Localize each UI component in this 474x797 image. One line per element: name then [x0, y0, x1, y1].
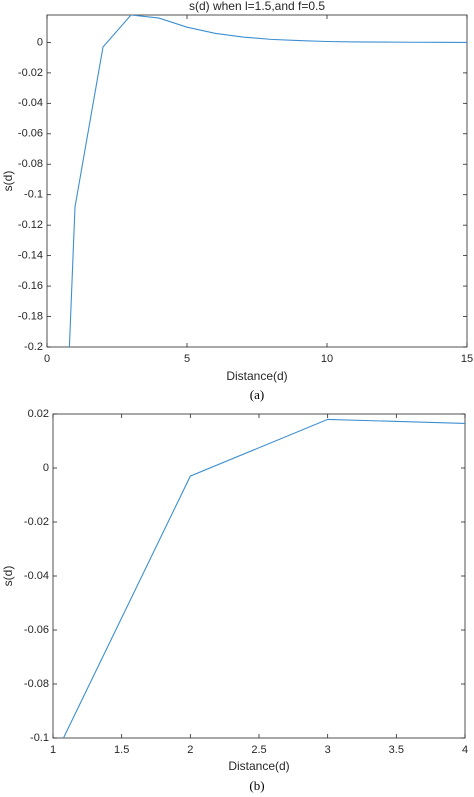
y-tick-label: 0 — [43, 462, 49, 474]
caption: (a) — [250, 387, 264, 402]
data-line — [62, 418, 465, 738]
y-tick-label: 0.02 — [28, 408, 49, 420]
y-tick-label: -0.08 — [18, 158, 43, 170]
plot-area — [46, 14, 468, 348]
y-tick-label: -0.12 — [18, 219, 43, 231]
y-tick-label: -0.04 — [24, 570, 49, 582]
y-axis-label: s(d) — [1, 171, 15, 192]
x-tick-label: 10 — [321, 353, 333, 365]
x-tick-label: 15 — [461, 353, 473, 365]
x-tick-label: 4 — [462, 744, 468, 756]
plot-area — [52, 413, 466, 739]
y-tick-label: -0.2 — [24, 341, 43, 353]
x-tick-label: 3 — [325, 744, 331, 756]
caption: (b) — [249, 778, 264, 793]
y-tick-label: -0.16 — [18, 280, 43, 292]
y-tick-label: -0.02 — [18, 67, 43, 79]
x-tick-label: 3.5 — [389, 744, 404, 756]
x-axis-label: Distance(d) — [226, 369, 287, 383]
x-tick-label: 1.5 — [114, 744, 129, 756]
y-tick-label: -0.18 — [18, 310, 43, 322]
y-tick-label: 0 — [37, 36, 43, 48]
y-tick-label: -0.14 — [18, 250, 43, 262]
x-tick-label: 1 — [50, 744, 56, 756]
x-tick-label: 0 — [44, 353, 50, 365]
x-tick-label: 2 — [187, 744, 193, 756]
y-axis-label: s(d) — [1, 566, 15, 587]
data-line — [68, 15, 467, 347]
y-tick-label: -0.08 — [24, 678, 49, 690]
chart-title: s(d) when l=1.5,and f=0.5 — [189, 0, 325, 13]
x-axis-label: Distance(d) — [228, 759, 289, 773]
y-tick-label: -0.1 — [24, 189, 43, 201]
y-tick-label: -0.06 — [24, 624, 49, 636]
y-tick-label: -0.1 — [30, 732, 49, 744]
y-tick-label: -0.02 — [24, 516, 49, 528]
y-tick-label: -0.06 — [18, 128, 43, 140]
y-tick-label: -0.04 — [18, 97, 43, 109]
x-tick-label: 5 — [184, 353, 190, 365]
x-tick-label: 2.5 — [251, 744, 266, 756]
